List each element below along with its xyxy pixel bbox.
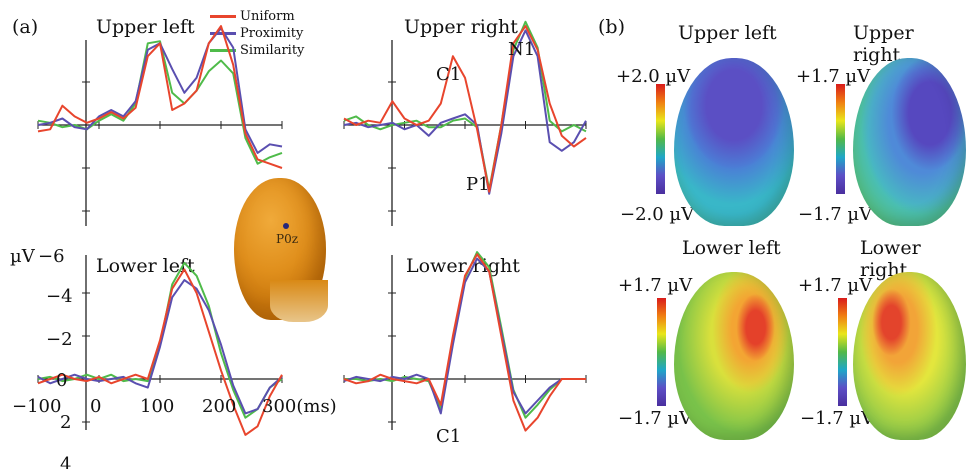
topo-min-label-upper-left: −2.0 µV	[620, 204, 695, 225]
topo-min-label-lower-right: −1.7 µV	[800, 408, 875, 429]
x-tick-label: 200	[202, 396, 236, 417]
topo-max-label-lower-right: +1.7 µV	[798, 275, 873, 296]
y-tick-label: −4	[46, 286, 73, 307]
topo-title-upper-left: Upper left	[678, 22, 777, 44]
panel-a-label: (a)	[12, 16, 39, 38]
y-tick-label: 0	[56, 370, 67, 391]
legend-swatch-uniform	[210, 15, 236, 18]
topomap-head-upper-left	[674, 58, 794, 226]
legend-item-uniform: Uniform	[210, 8, 304, 25]
series-line-uniform-upper-left	[37, 25, 283, 169]
peak-label-c1-upper: C1	[436, 64, 461, 85]
x-tick-label: −100	[12, 396, 61, 417]
peak-label-p1: P1	[466, 174, 490, 195]
series-line-proximity-upper-right	[343, 29, 587, 195]
legend: Uniform Proximity Similarity	[210, 8, 304, 59]
topo-title-lower-left: Lower left	[682, 237, 781, 259]
peak-label-n1: N1	[508, 39, 535, 60]
colorbar-lower-left	[657, 298, 666, 406]
y-tick-label: 2	[60, 412, 71, 433]
series-line-proximity-lower-left	[37, 279, 283, 415]
series-line-similarity-upper-right	[343, 20, 587, 191]
legend-label-proximity: Proximity	[240, 26, 304, 41]
topo-max-label-upper-left: +2.0 µV	[616, 66, 691, 87]
topomap-head-upper-right	[853, 58, 966, 226]
x-tick-label: 300(ms)	[262, 396, 337, 417]
topo-min-label-lower-left: −1.7 µV	[618, 408, 693, 429]
series-line-similarity-upper-left	[37, 40, 283, 165]
y-tick-label: −2	[46, 329, 73, 350]
erp-title-upper-left: Upper left	[96, 16, 195, 38]
panel-b-label: (b)	[598, 16, 625, 38]
topo-max-label-lower-left: +1.7 µV	[618, 275, 693, 296]
colorbar-upper-right	[836, 84, 845, 194]
electrode-marker	[283, 223, 289, 229]
legend-label-uniform: Uniform	[240, 9, 295, 24]
y-unit-label: µV	[10, 246, 36, 267]
topo-title-lower-right: Lower right	[860, 237, 921, 281]
x-tick-label: 100	[140, 396, 174, 417]
series-line-uniform-upper-right	[343, 25, 587, 193]
series-line-proximity-lower-right	[343, 257, 586, 415]
erp-title-lower-left: Lower left	[96, 255, 195, 277]
y-tick-label: −6	[38, 246, 65, 267]
y-tick-label: 4	[60, 454, 71, 469]
topomap-head-lower-right	[853, 272, 966, 440]
peak-label-c1-lower: C1	[436, 426, 461, 447]
legend-label-similarity: Similarity	[240, 43, 305, 58]
legend-swatch-similarity	[210, 49, 236, 52]
head-model-neck	[270, 280, 328, 322]
topomap-head-lower-left	[674, 272, 794, 440]
series-line-uniform-lower-right	[343, 253, 586, 432]
colorbar-upper-left	[656, 84, 665, 194]
erp-title-upper-right: Upper right	[404, 16, 518, 38]
electrode-label: P0z	[276, 232, 299, 246]
colorbar-lower-right	[838, 298, 847, 406]
series-line-uniform-lower-left	[37, 268, 283, 436]
topo-title-upper-right: Upper right	[853, 22, 914, 66]
topo-min-label-upper-right: −1.7 µV	[798, 204, 873, 225]
legend-item-similarity: Similarity	[210, 42, 304, 59]
erp-title-lower-right: Lower right	[406, 255, 520, 277]
topo-max-label-upper-right: +1.7 µV	[796, 66, 871, 87]
x-tick-label: 0	[90, 396, 101, 417]
